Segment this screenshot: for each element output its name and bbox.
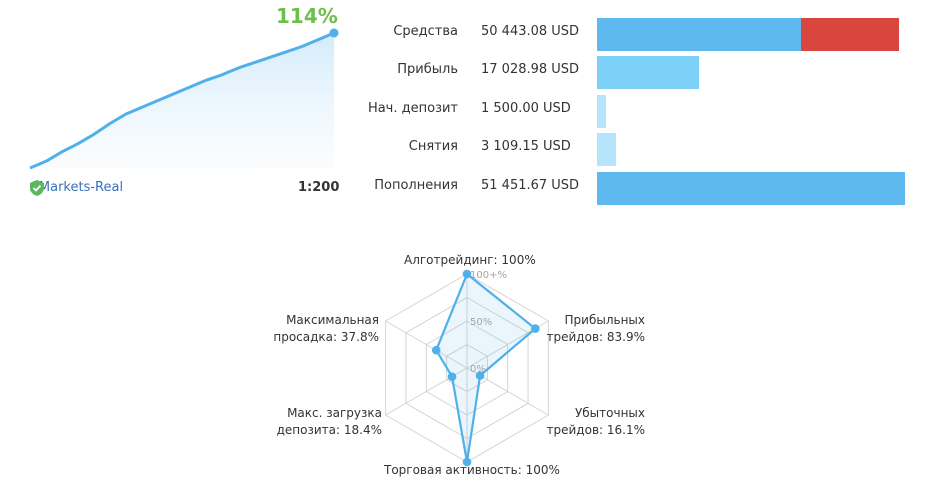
radar-axis-label-line: просадка: 37.8%	[273, 330, 379, 344]
radar-point	[462, 269, 472, 279]
radar-axis-label-line: Максимальная	[286, 313, 379, 327]
growth-line	[29, 31, 335, 170]
growth-area	[30, 33, 334, 168]
radar-tick-label: 50%	[470, 317, 492, 328]
balance-row: Нач. депозит 1 500.00 USD	[360, 95, 920, 128]
radar-axis-label: Торговая активность: 100%	[384, 462, 560, 479]
radar-chart: 0% 50% 100+% Алготрейдинг: 100% Прибыльных т…	[270, 240, 670, 486]
radar-axis-label-line: депозита: 18.4%	[276, 423, 382, 437]
radar-axis-label-line: Алготрейдинг: 100%	[404, 253, 536, 267]
balance-value: 50 443.08 USD	[481, 24, 580, 39]
radar-point	[447, 372, 457, 381]
bar-segment	[597, 133, 616, 166]
bar-segment	[597, 56, 699, 89]
balance-label: Прибыль	[397, 62, 458, 77]
radar-point	[475, 371, 485, 380]
bar-segment	[597, 95, 606, 128]
growth-chart: 114% AMarkets-Real 1:200	[0, 0, 350, 210]
broker-name[interactable]: AMarkets-Real	[30, 180, 124, 195]
radar-point	[531, 324, 540, 333]
radar-axis-label-line: трейдов: 16.1%	[546, 423, 645, 437]
radar-tick-label: 100+%	[470, 270, 507, 281]
radar-axis-label-line: Макс. загрузка	[287, 406, 382, 420]
radar-axis-label: Максимальная просадка: 37.8%	[273, 312, 379, 346]
radar-axis-label: Убыточных трейдов: 16.1%	[547, 405, 645, 439]
broker[interactable]: AMarkets-Real	[30, 180, 124, 196]
radar-axis-label-line: Убыточных	[574, 406, 645, 420]
balance-label: Средства	[393, 24, 458, 39]
bar-segment	[597, 172, 905, 205]
growth-value: 114%	[276, 4, 338, 28]
balance-value: 17 028.98 USD	[481, 62, 580, 77]
shield-check-icon	[30, 180, 44, 196]
radar-axis-label-line: Прибыльных	[564, 313, 645, 327]
radar-tick-label: 0%	[470, 364, 486, 375]
balance-value: 51 451.67 USD	[481, 178, 580, 193]
balance-value: 1 500.00 USD	[481, 101, 571, 116]
radar-axis-label-line: трейдов: 83.9%	[546, 330, 645, 344]
leverage: 1:200	[298, 180, 340, 195]
radar-axis-label: Прибыльных трейдов: 83.9%	[547, 312, 645, 346]
balance-label: Нач. депозит	[367, 101, 458, 116]
radar-series	[435, 272, 537, 464]
balance-row: Прибыль 17 028.98 USD	[360, 56, 920, 89]
radar-axis-label-line: Торговая активность: 100%	[384, 463, 560, 477]
radar-axis-label: Алготрейдинг: 100%	[404, 252, 536, 269]
bar-segment	[800, 18, 899, 51]
balance-value: 3 109.15 USD	[481, 139, 571, 154]
bar-segment	[597, 18, 801, 51]
radar-spoke	[385, 320, 468, 369]
balance-row: Средства 50 443.08 USD	[360, 18, 920, 51]
balance-bars: Средства 50 443.08 USD Прибыль 17 028.98 US…	[360, 14, 920, 205]
balance-label: Пополнения	[374, 178, 458, 193]
radar-axis-label: Макс. загрузка депозита: 18.4%	[277, 405, 382, 439]
radar-svg: 0% 50% 100+%	[385, 269, 549, 467]
radar-point	[431, 345, 441, 355]
growth-end-point	[329, 28, 339, 38]
balance-row: Пополнения 51 451.67 USD	[360, 172, 920, 205]
balance-row: Снятия 3 109.15 USD	[360, 133, 920, 166]
growth-curve	[29, 28, 339, 170]
balance-label: Снятия	[408, 139, 458, 154]
radar-point	[462, 457, 472, 467]
